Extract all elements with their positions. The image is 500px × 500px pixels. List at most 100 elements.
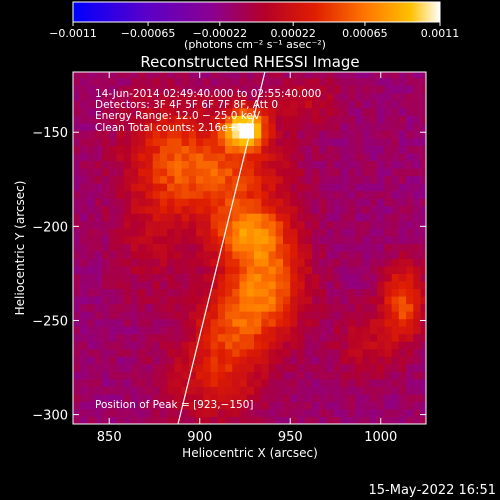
heatmap-cell bbox=[138, 311, 146, 320]
heatmap-cell bbox=[261, 401, 270, 410]
heatmap-cell bbox=[369, 265, 378, 274]
heatmap-cell bbox=[145, 393, 154, 402]
heatmap-cell bbox=[362, 145, 371, 154]
heatmap-cell bbox=[420, 175, 426, 184]
heatmap-cell bbox=[340, 356, 349, 365]
heatmap-cell bbox=[283, 371, 291, 380]
heatmap-cell bbox=[340, 92, 349, 101]
heatmap-cell bbox=[391, 205, 400, 214]
heatmap-cell bbox=[102, 378, 110, 387]
heatmap-cell bbox=[304, 408, 313, 417]
heatmap-cell bbox=[167, 145, 175, 154]
heatmap-cell bbox=[290, 341, 298, 350]
heatmap-cell bbox=[87, 72, 96, 79]
heatmap-cell bbox=[333, 107, 342, 116]
heatmap-cell bbox=[232, 341, 241, 350]
heatmap-cell bbox=[217, 348, 226, 357]
heatmap-cell bbox=[102, 333, 110, 342]
heatmap-cell bbox=[159, 363, 168, 372]
heatmap-cell bbox=[87, 393, 96, 402]
heatmap-cell bbox=[369, 363, 378, 372]
heatmap-cell bbox=[398, 311, 407, 320]
heatmap-cell bbox=[130, 250, 139, 259]
heatmap-cell bbox=[420, 228, 426, 237]
heatmap-cell bbox=[123, 348, 132, 357]
heatmap-cell bbox=[319, 145, 327, 154]
heatmap-cell bbox=[225, 235, 233, 244]
heatmap-cell bbox=[87, 318, 96, 327]
heatmap-cell bbox=[290, 258, 298, 267]
heatmap-cell bbox=[225, 175, 233, 184]
heatmap-cell bbox=[102, 408, 110, 417]
y-tick-label: −200 bbox=[32, 220, 68, 235]
heatmap-cell bbox=[73, 152, 81, 161]
heatmap-cell bbox=[275, 416, 284, 424]
heatmap-cell bbox=[188, 220, 197, 229]
heatmap-cell bbox=[181, 250, 190, 259]
heatmap-cell bbox=[123, 107, 132, 116]
heatmap-cell bbox=[340, 250, 349, 259]
heatmap-cell bbox=[384, 213, 393, 222]
heatmap-cell bbox=[217, 220, 226, 229]
heatmap-cell bbox=[203, 205, 212, 214]
heatmap-cell bbox=[304, 363, 313, 372]
heatmap-cell bbox=[246, 198, 255, 207]
heatmap-cell bbox=[232, 228, 241, 237]
heatmap-cell bbox=[326, 72, 335, 79]
heatmap-cell bbox=[398, 145, 407, 154]
heatmap-cell bbox=[239, 250, 248, 259]
heatmap-cell bbox=[123, 273, 132, 282]
heatmap-cell bbox=[225, 130, 233, 139]
heatmap-cell bbox=[369, 228, 378, 237]
heatmap-cell bbox=[246, 303, 255, 312]
heatmap-cell bbox=[340, 258, 349, 267]
heatmap-cell bbox=[333, 356, 342, 365]
heatmap-cell bbox=[87, 77, 96, 86]
heatmap-cell bbox=[210, 160, 219, 169]
heatmap-cell bbox=[203, 288, 212, 297]
heatmap-cell bbox=[167, 115, 175, 124]
heatmap-cell bbox=[384, 341, 393, 350]
heatmap-cell bbox=[348, 145, 356, 154]
heatmap-cell bbox=[145, 235, 154, 244]
heatmap-cell bbox=[188, 273, 197, 282]
heatmap-cell bbox=[167, 348, 175, 357]
heatmap-cell bbox=[254, 160, 262, 169]
annotation-energy-range: Energy Range: 12.0 − 25.0 keV bbox=[95, 110, 261, 122]
heatmap-cell bbox=[319, 408, 327, 417]
heatmap-cell bbox=[246, 280, 255, 289]
heatmap-cell bbox=[304, 145, 313, 154]
heatmap-cell bbox=[362, 326, 371, 335]
heatmap-cell bbox=[174, 363, 183, 372]
heatmap-cell bbox=[362, 198, 371, 207]
heatmap-cell bbox=[232, 408, 241, 417]
heatmap-cell bbox=[159, 401, 168, 410]
heatmap-cell bbox=[275, 401, 284, 410]
heatmap-cell bbox=[304, 265, 313, 274]
heatmap-cell bbox=[254, 235, 262, 244]
heatmap-cell bbox=[340, 243, 349, 252]
heatmap-cell bbox=[326, 408, 335, 417]
heatmap-cell bbox=[413, 190, 422, 199]
heatmap-cell bbox=[398, 168, 407, 177]
heatmap-cell bbox=[239, 198, 248, 207]
heatmap-cell bbox=[174, 198, 183, 207]
heatmap-cell bbox=[87, 356, 96, 365]
heatmap-cell bbox=[102, 72, 110, 79]
heatmap-cell bbox=[304, 318, 313, 327]
heatmap-cell bbox=[246, 152, 255, 161]
heatmap-cell bbox=[406, 235, 414, 244]
heatmap-cell bbox=[73, 122, 81, 131]
heatmap-cell bbox=[362, 205, 371, 214]
heatmap-cell bbox=[94, 318, 103, 327]
heatmap-cell bbox=[348, 341, 356, 350]
heatmap-cell bbox=[210, 401, 219, 410]
heatmap-cell bbox=[377, 258, 385, 267]
heatmap-cell bbox=[362, 122, 371, 131]
heatmap-cell bbox=[312, 100, 320, 109]
heatmap-cell bbox=[123, 296, 132, 305]
heatmap-cell bbox=[174, 341, 183, 350]
heatmap-cell bbox=[333, 258, 342, 267]
heatmap-cell bbox=[304, 393, 313, 402]
heatmap-cell bbox=[312, 228, 320, 237]
